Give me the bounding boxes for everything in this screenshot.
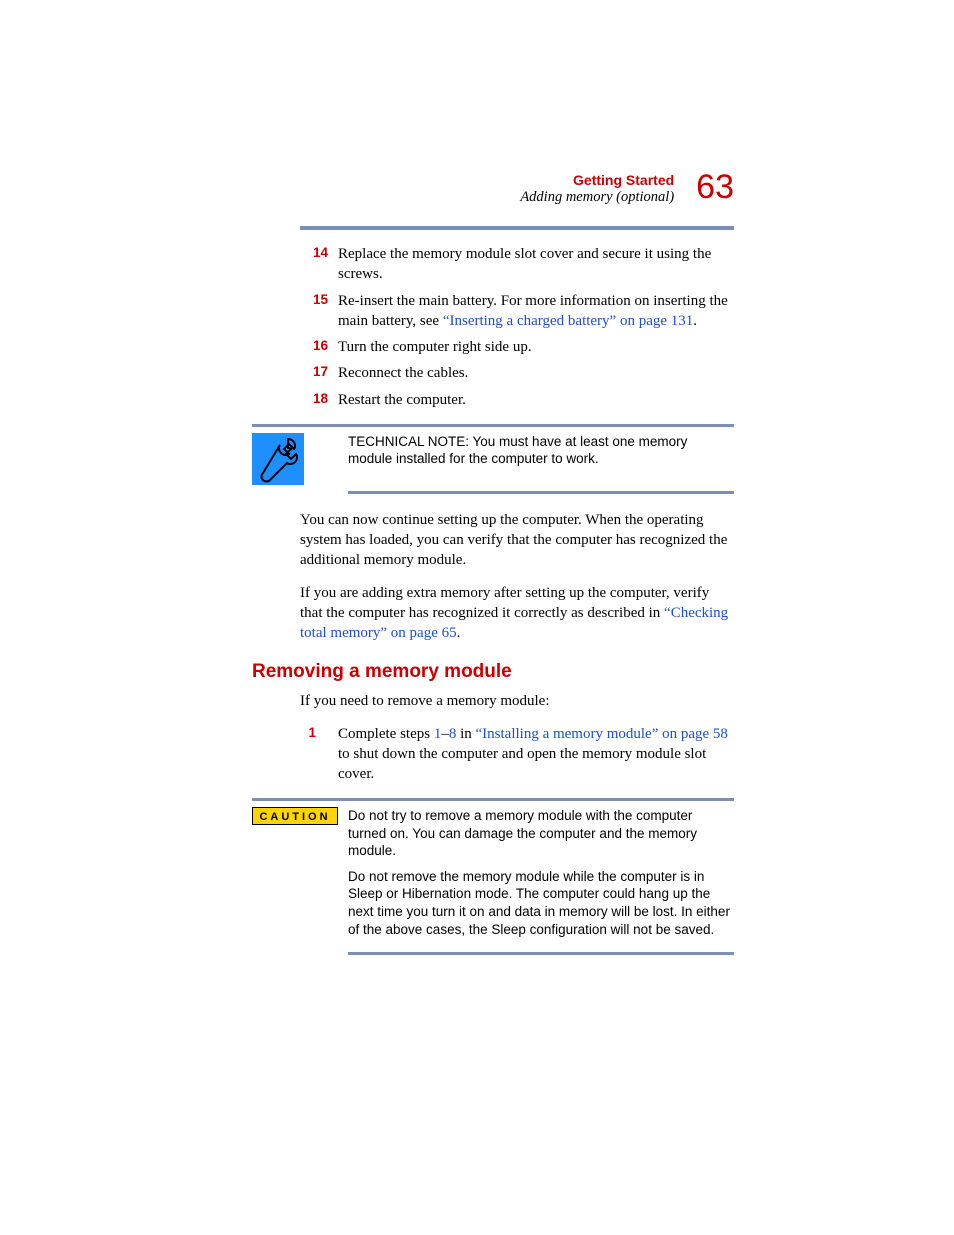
cross-reference-link[interactable]: “Inserting a charged battery” on page 13…	[443, 313, 693, 329]
step-text: Re-insert the main battery. For more inf…	[338, 291, 734, 332]
caution-paragraph: Do not try to remove a memory module wit…	[348, 807, 734, 860]
step-mid2: in	[456, 726, 475, 742]
step-number: 15	[300, 291, 328, 310]
numbered-steps-b: 1 Complete steps 1–8 in “Installing a me…	[300, 724, 734, 785]
note-rule-bottom	[348, 491, 734, 494]
page-number: 63	[696, 170, 734, 204]
heading-removing-memory: Removing a memory module	[252, 661, 734, 683]
header-rule	[300, 226, 734, 230]
step-number: 14	[300, 244, 328, 263]
step-post: to shut down the computer and open the m…	[338, 746, 706, 782]
page-header: Getting Started Adding memory (optional)…	[300, 170, 734, 220]
caution-note: CAUTION Do not try to remove a memory mo…	[252, 798, 734, 955]
para-post: .	[457, 625, 461, 641]
chapter-title: Getting Started	[520, 172, 674, 188]
step-number: 17	[300, 363, 328, 382]
step-text: Replace the memory module slot cover and…	[338, 244, 734, 285]
caution-paragraph: Do not remove the memory module while th…	[348, 868, 734, 938]
step-item: 16 Turn the computer right side up.	[300, 337, 734, 357]
step-number: 18	[300, 390, 328, 409]
wrench-icon	[252, 433, 304, 485]
caution-rule-bottom	[348, 952, 734, 955]
step-item: 14 Replace the memory module slot cover …	[300, 244, 734, 285]
step-text: Restart the computer.	[338, 390, 734, 410]
note-body: TECHNICAL NOTE: You must have at least o…	[252, 433, 734, 485]
step-pre: Complete steps	[338, 726, 434, 742]
body-paragraph: If you need to remove a memory module:	[300, 691, 734, 711]
caution-badge: CAUTION	[252, 807, 338, 825]
note-text: TECHNICAL NOTE: You must have at least o…	[348, 433, 734, 468]
step-number: 16	[300, 337, 328, 356]
step-text: Reconnect the cables.	[338, 363, 734, 383]
step-mid: –	[441, 726, 449, 742]
caution-body: CAUTION Do not try to remove a memory mo…	[252, 807, 734, 946]
step-post: .	[693, 313, 697, 329]
step-text: Complete steps 1–8 in “Installing a memo…	[338, 724, 734, 785]
step-text: Turn the computer right side up.	[338, 337, 734, 357]
caution-rule-top	[252, 798, 734, 801]
document-page: Getting Started Adding memory (optional)…	[0, 0, 954, 955]
section-title: Adding memory (optional)	[520, 189, 674, 206]
note-rule-top	[252, 424, 734, 427]
step-item: 18 Restart the computer.	[300, 390, 734, 410]
caution-text: Do not try to remove a memory module wit…	[348, 807, 734, 946]
step-item: 1 Complete steps 1–8 in “Installing a me…	[300, 724, 734, 785]
body-paragraph: You can now continue setting up the comp…	[300, 510, 734, 571]
step-number: 1	[300, 724, 316, 743]
cross-reference-link[interactable]: “Installing a memory module” on page 58	[476, 726, 728, 742]
para-pre: If you are adding extra memory after set…	[300, 585, 709, 621]
step-item: 15 Re-insert the main battery. For more …	[300, 291, 734, 332]
numbered-steps-a: 14 Replace the memory module slot cover …	[300, 244, 734, 410]
body-paragraph: If you are adding extra memory after set…	[300, 583, 734, 644]
header-titles: Getting Started Adding memory (optional)	[520, 172, 674, 206]
step-item: 17 Reconnect the cables.	[300, 363, 734, 383]
technical-note: TECHNICAL NOTE: You must have at least o…	[252, 424, 734, 494]
note-label: TECHNICAL NOTE:	[348, 434, 469, 449]
